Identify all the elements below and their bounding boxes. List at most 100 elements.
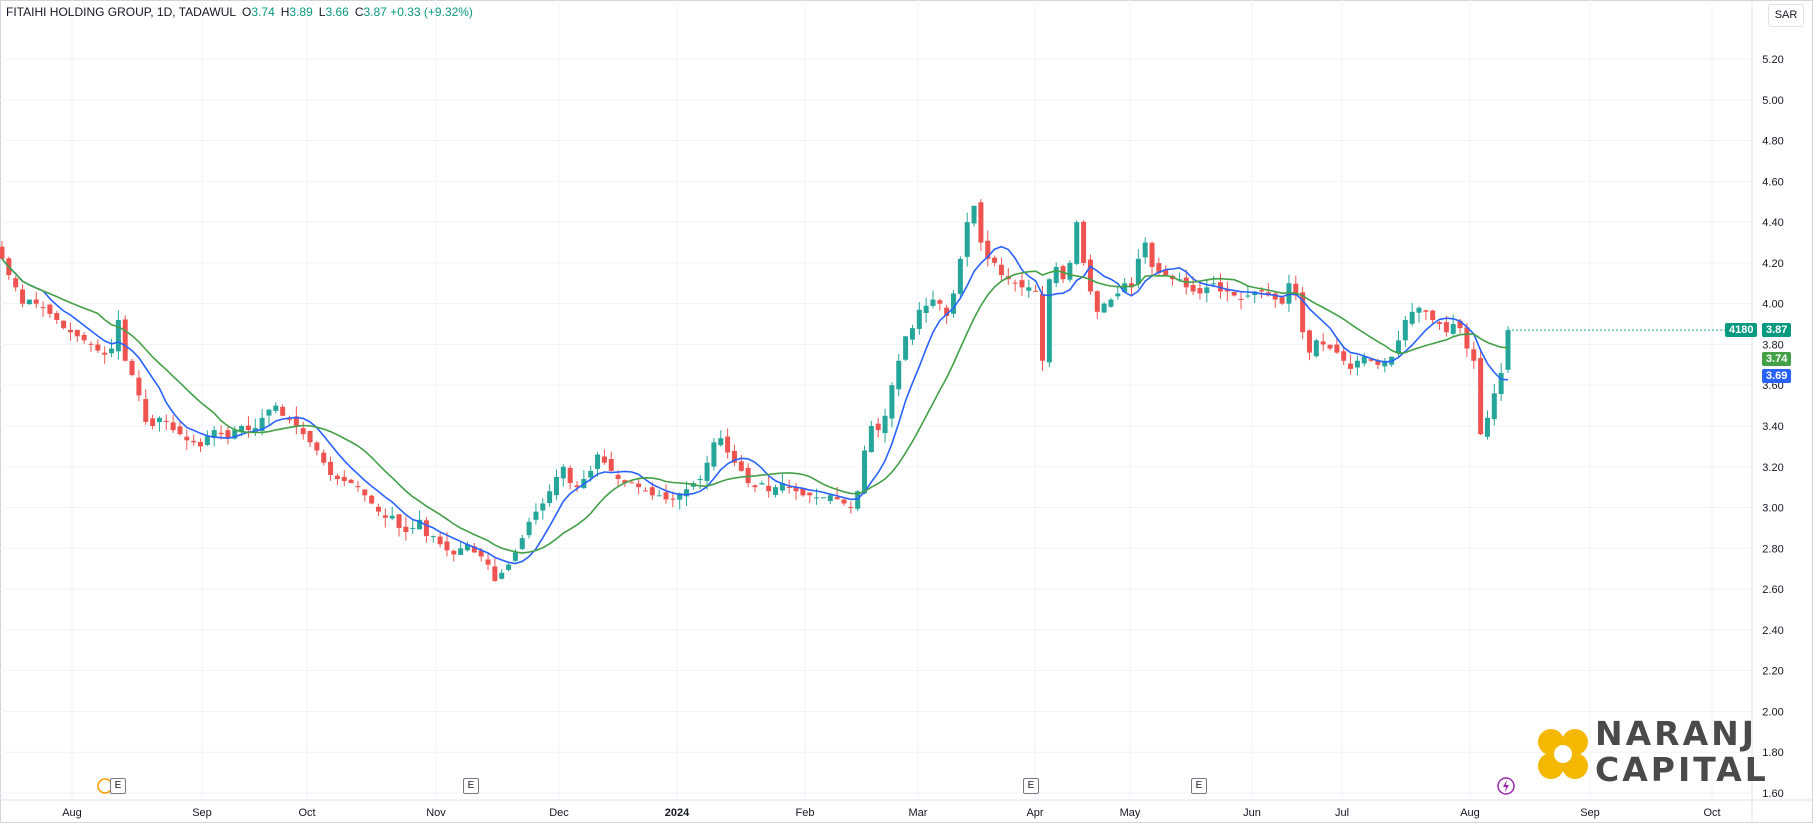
candle-body (423, 520, 429, 537)
candle-body (150, 418, 156, 426)
candle-body (1108, 299, 1114, 307)
candle-body (348, 479, 354, 484)
candle-body (807, 492, 813, 496)
candle-body (0, 246, 5, 259)
candle-body (868, 426, 874, 453)
candle-body (1341, 351, 1347, 361)
candle-body (533, 511, 539, 520)
candle-body (759, 483, 765, 485)
candle-body (697, 479, 703, 481)
candle-body (916, 309, 922, 329)
candle-body (1101, 303, 1107, 313)
earnings-event-marker[interactable]: E (463, 778, 479, 794)
x-tick-label: Mar (909, 807, 928, 819)
earnings-event-marker[interactable]: E (1191, 778, 1207, 794)
candle-body (978, 202, 984, 243)
candle-body (1149, 242, 1155, 267)
candle-body (1327, 344, 1333, 349)
candle-body (718, 438, 724, 446)
candle-body (1313, 340, 1319, 357)
y-tick-label: 1.60 (1762, 788, 1783, 800)
candle-body (992, 257, 998, 263)
candle-body (95, 344, 101, 351)
candle-body (636, 483, 642, 488)
candle-body (1129, 283, 1134, 288)
candle-body (389, 515, 395, 519)
low-label: L (318, 5, 326, 19)
candle-body (663, 492, 669, 500)
candle-body (156, 417, 162, 423)
candle-body (711, 442, 717, 467)
candle-body (1382, 360, 1388, 367)
candle-body (341, 476, 347, 482)
x-tick-label: Jun (1243, 807, 1261, 819)
candle-body (177, 426, 183, 435)
candle-body (1087, 259, 1093, 292)
candle-body (129, 360, 135, 376)
legend-header: FITAIHI HOLDING GROUP, 1D, TADAWUL O3.74 H… (6, 5, 473, 19)
candle-body (1375, 360, 1381, 365)
x-tick-label: Dec (549, 807, 569, 819)
x-tick-label: Aug (62, 807, 82, 819)
candle-body (362, 489, 368, 496)
candle-body (889, 385, 895, 419)
candle-body (376, 506, 381, 512)
x-tick-label: 2024 (665, 807, 690, 819)
y-tick-label: 2.80 (1762, 543, 1783, 555)
candle-body (793, 486, 799, 492)
candle-body (102, 352, 108, 355)
candle-body (239, 426, 245, 433)
candle-body (478, 550, 484, 557)
candle-body (944, 307, 950, 316)
candle-body (1368, 359, 1374, 361)
candle-body (1026, 287, 1032, 291)
x-tick-label: May (1120, 807, 1141, 819)
earnings-event-marker[interactable]: E (110, 778, 126, 794)
candle-body (1204, 287, 1210, 294)
candle-body (1464, 327, 1470, 349)
candle-body (855, 491, 861, 509)
candle-body (1450, 324, 1456, 334)
candle-body (266, 409, 272, 416)
candle-body (1163, 269, 1169, 276)
candle-body (745, 467, 751, 484)
candle-body (1211, 283, 1217, 285)
candle-body (1053, 266, 1059, 284)
candle-body (1498, 372, 1504, 395)
candle-body (458, 548, 464, 555)
candle-body (170, 422, 176, 431)
high-value: 3.89 (289, 5, 313, 19)
candle-body (903, 336, 909, 360)
earnings-event-marker[interactable]: E (1023, 778, 1039, 794)
candle-body (1040, 293, 1046, 361)
candle-body (88, 343, 94, 345)
candle-body (1300, 292, 1306, 333)
y-tick-label: 5.20 (1762, 54, 1783, 66)
currency-button[interactable]: SAR (1768, 4, 1804, 27)
candle-body (642, 490, 648, 492)
candle-body (1423, 310, 1429, 312)
candle-body (1231, 291, 1237, 296)
candle-body (1348, 363, 1354, 369)
candle-body (54, 313, 60, 320)
x-tick-label: Feb (796, 807, 815, 819)
y-tick-label: 3.80 (1762, 339, 1783, 351)
candle-body (204, 436, 210, 445)
candle-body (67, 329, 73, 333)
candle-body (773, 487, 779, 496)
candle-body (1046, 279, 1052, 363)
naranj-capital-logo: NARANJ CAPITAL (1535, 716, 1766, 788)
candle-body (1443, 322, 1449, 333)
candle-body (1142, 242, 1148, 258)
candle-body (184, 436, 190, 441)
candle-body (1094, 291, 1100, 312)
candle-body (396, 514, 402, 528)
candle-body (492, 566, 498, 581)
candle-body (293, 416, 299, 426)
candle-body (1190, 285, 1196, 292)
y-tick-label: 3.60 (1762, 380, 1783, 392)
candle-body (1491, 393, 1497, 420)
candle-body (615, 474, 621, 480)
candle-body (1293, 283, 1299, 296)
